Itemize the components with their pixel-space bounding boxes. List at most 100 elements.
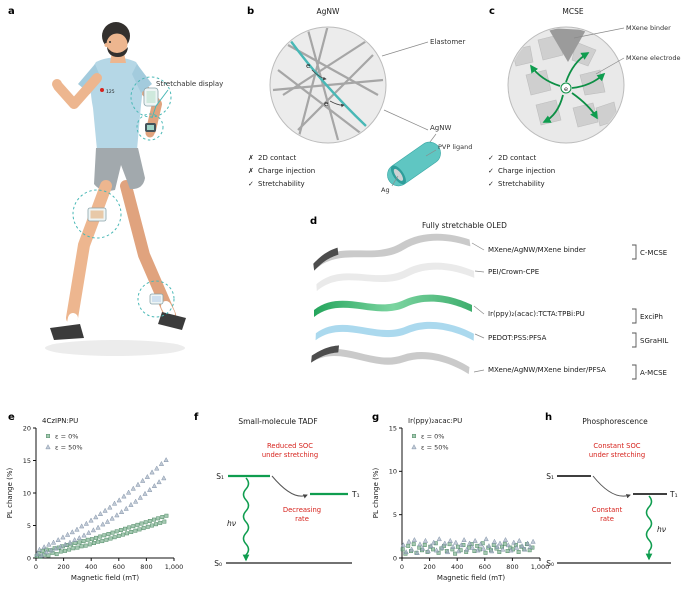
layer-label-4: MXene/AgNW/MXene binder/PFSA xyxy=(488,366,606,374)
scatter-point xyxy=(400,547,405,552)
scatter-point xyxy=(480,545,487,551)
scatter-point xyxy=(420,545,426,551)
scatter-point xyxy=(83,520,89,526)
electrode-pointer xyxy=(595,57,625,75)
scatter-point xyxy=(137,527,142,532)
scatter-point xyxy=(158,460,165,466)
x-tick-label: 800 xyxy=(506,563,518,571)
upper-arm-display xyxy=(143,87,159,107)
agnw-title: AgNW xyxy=(317,7,341,16)
constant-rate-line1: Constant xyxy=(592,506,623,514)
scatter-point xyxy=(41,544,47,550)
scatter-point xyxy=(55,536,61,542)
scatter-point xyxy=(102,533,107,538)
legend-label: ε = 0% xyxy=(421,432,444,440)
check-item: ✓ Stretchability xyxy=(488,180,545,188)
scatter-point xyxy=(461,536,467,542)
mcse-title: MCSE xyxy=(562,7,583,16)
legend-label: ε = 50% xyxy=(421,443,449,451)
scatter-point xyxy=(116,497,122,503)
scatter-point xyxy=(478,541,484,547)
y-tick-label: 0 xyxy=(27,554,31,562)
scatter-point xyxy=(111,500,118,506)
scatter-point xyxy=(422,537,429,543)
scatter-point xyxy=(147,486,153,492)
scatter-point xyxy=(152,517,156,522)
scatter-point xyxy=(149,523,154,528)
scatter-point xyxy=(81,532,87,538)
scatter-point xyxy=(453,539,459,545)
constant-soc-line1: Constant SOC xyxy=(593,442,640,450)
scatter-point xyxy=(431,547,435,552)
scatter-point xyxy=(125,489,132,495)
panel-letter-d: d xyxy=(310,216,318,227)
scatter-point xyxy=(400,542,406,548)
scatter-point xyxy=(81,539,86,544)
scatter-point xyxy=(79,523,85,529)
t1-label: T₁ xyxy=(669,490,678,499)
heart-icon xyxy=(100,88,104,92)
electron-transport-arrows xyxy=(530,52,606,123)
reduced-soc-line1: Reduced SOC xyxy=(267,442,313,450)
scatter-point xyxy=(450,543,456,549)
scatter-point xyxy=(162,519,167,524)
oled-title: Fully stretchable OLED xyxy=(422,221,507,230)
mcse-checklist: ✓ 2D contact ✓ Charge injection ✓ Stretchab… xyxy=(488,152,555,191)
panel-b: b AgNW e e Elastomer xyxy=(238,0,480,212)
scatter-point xyxy=(75,545,80,550)
scatter-point xyxy=(77,540,82,545)
scatter-point xyxy=(114,512,120,518)
panel-letter-e: e xyxy=(8,412,15,423)
legend-label: ε = 0% xyxy=(55,432,78,440)
scatter-point xyxy=(436,536,442,542)
panel-letter-h: h xyxy=(545,412,553,423)
scatter-point xyxy=(50,539,57,545)
scatter-point xyxy=(128,501,134,507)
x-tick-label: 0 xyxy=(34,563,38,571)
binder-pointer xyxy=(573,27,625,39)
panel-c: c MCSE e xyxy=(478,0,685,212)
scatter-point xyxy=(436,550,441,555)
floor-shadow xyxy=(45,340,185,356)
callout-line xyxy=(151,89,169,119)
elastomer-label: Elastomer xyxy=(430,38,465,46)
scatter-point xyxy=(502,536,509,542)
constant-rate-line2: rate xyxy=(600,515,614,523)
electron-label-1: e xyxy=(306,62,310,70)
scatter-point xyxy=(524,540,531,546)
y-tick-label: 15 xyxy=(389,424,397,432)
x-tick-label: 400 xyxy=(85,563,97,571)
panel-d: d Fully stretchable OLED xyxy=(298,212,685,408)
runner-back-leg xyxy=(120,180,186,330)
scatter-point xyxy=(76,535,82,540)
scatter-point xyxy=(505,542,511,548)
x-tick-label: 600 xyxy=(113,563,125,571)
layer-label-2: Ir(ppy)₂(acac):TCTA:TPBi:PU xyxy=(488,310,585,318)
scatter-point xyxy=(447,537,453,543)
scatter-point xyxy=(123,505,129,511)
scatter-point xyxy=(139,521,144,526)
scatter-point xyxy=(489,548,495,554)
scatter-point xyxy=(100,521,106,527)
scatter-point xyxy=(118,509,125,514)
scatter-point xyxy=(46,541,52,547)
emission-wavy-arrow xyxy=(242,477,250,562)
eye xyxy=(109,41,111,43)
scatter-point xyxy=(48,547,54,553)
scatter-point xyxy=(107,504,113,510)
face xyxy=(106,33,128,55)
electron-node xyxy=(560,82,572,94)
s1-label: S₁ xyxy=(546,472,554,481)
scatter-point xyxy=(79,544,84,549)
s0-label: S₀ xyxy=(546,559,554,568)
scatter-point xyxy=(516,537,522,543)
panel-letter-g: g xyxy=(372,412,380,423)
layer-anode-amcse xyxy=(311,345,470,375)
bracket-exciph xyxy=(632,308,637,324)
bracket-label-exciph: ExciPh xyxy=(640,313,663,321)
scatter-point xyxy=(444,549,451,555)
s0-label: S₀ xyxy=(214,559,222,568)
bracket-amcse xyxy=(632,364,637,380)
runner-head xyxy=(102,22,130,63)
scatter-point xyxy=(34,551,40,557)
